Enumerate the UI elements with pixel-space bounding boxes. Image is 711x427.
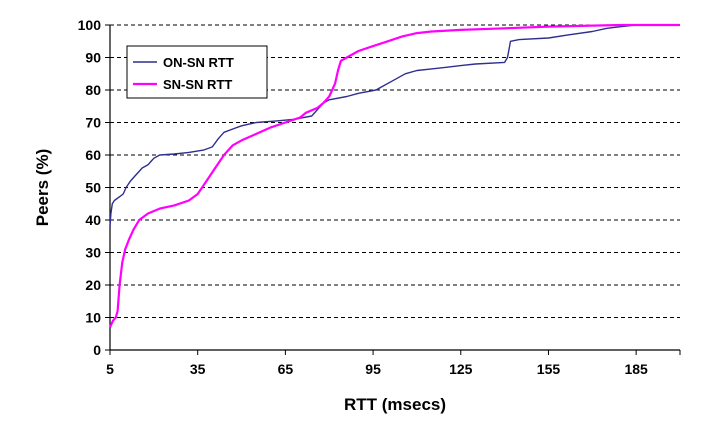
y-tick-label-20: 20 — [85, 277, 101, 293]
series-line-on-sn-rtt — [109, 24, 680, 227]
x-tick-label-65: 65 — [278, 361, 294, 377]
y-tick-label-30: 30 — [85, 245, 101, 261]
label-layer: 0 10 20 30 40 50 60 70 80 90 100 5 35 65 95 125 155 185 RT… — [33, 17, 648, 414]
y-tick-label-100: 100 — [78, 17, 102, 33]
y-tick-label-0: 0 — [93, 342, 101, 358]
y-axis-title: Peers (%) — [33, 149, 52, 226]
x-tick-label-155: 155 — [537, 361, 561, 377]
x-tick-label-125: 125 — [449, 361, 473, 377]
y-tick-label-50: 50 — [85, 180, 101, 196]
x-tick-label-35: 35 — [190, 361, 206, 377]
legend-label-2: SN-SN RTT — [163, 77, 232, 92]
legend-label-1: ON-SN RTT — [163, 55, 234, 70]
legend: ON-SN RTT SN-SN RTT — [126, 45, 268, 99]
series-layer — [108, 23, 680, 328]
axis-layer — [105, 24, 681, 355]
x-tick-label-185: 185 — [624, 361, 648, 377]
y-tick-label-80: 80 — [85, 82, 101, 98]
x-tick-label-5: 5 — [106, 361, 114, 377]
y-tick-label-90: 90 — [85, 50, 101, 66]
y-tick-label-10: 10 — [85, 310, 101, 326]
x-tick-label-95: 95 — [365, 361, 381, 377]
legend-box — [126, 45, 268, 99]
y-tick-label-70: 70 — [85, 115, 101, 131]
y-tick-label-40: 40 — [85, 212, 101, 228]
y-tick-label-60: 60 — [85, 147, 101, 163]
series-line-sn-sn-rtt — [108, 23, 680, 328]
x-axis-title: RTT (msecs) — [344, 395, 446, 414]
